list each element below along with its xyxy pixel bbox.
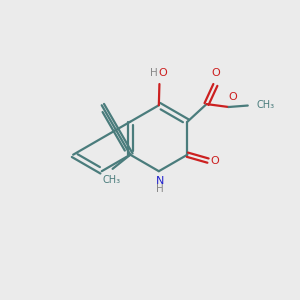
Text: O: O xyxy=(228,92,237,102)
Text: H: H xyxy=(150,68,158,78)
Text: H: H xyxy=(156,184,164,194)
Text: O: O xyxy=(158,68,167,78)
Text: N: N xyxy=(155,176,164,186)
Text: CH₃: CH₃ xyxy=(102,175,120,185)
Text: CH₃: CH₃ xyxy=(256,100,275,110)
Text: O: O xyxy=(210,156,219,166)
Text: O: O xyxy=(212,68,220,78)
